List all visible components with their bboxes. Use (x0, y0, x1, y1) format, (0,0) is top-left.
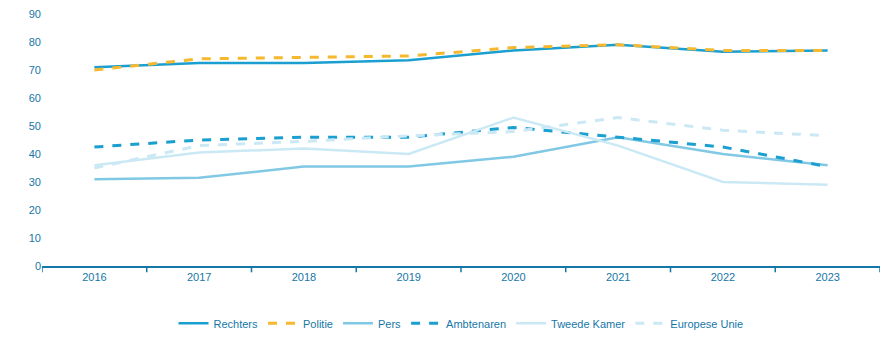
svg-text:Ambtenaren: Ambtenaren (446, 318, 506, 330)
svg-text:2022: 2022 (711, 271, 735, 283)
svg-text:90: 90 (29, 8, 41, 20)
svg-text:20: 20 (29, 204, 41, 216)
svg-text:2018: 2018 (292, 271, 316, 283)
svg-text:10: 10 (29, 232, 41, 244)
svg-text:Pers: Pers (378, 318, 401, 330)
svg-text:Rechters: Rechters (214, 318, 259, 330)
svg-text:2017: 2017 (187, 271, 211, 283)
svg-text:2019: 2019 (396, 271, 420, 283)
svg-text:2016: 2016 (82, 271, 106, 283)
svg-text:2021: 2021 (606, 271, 630, 283)
svg-text:2023: 2023 (815, 271, 839, 283)
svg-text:40: 40 (29, 148, 41, 160)
svg-text:2020: 2020 (501, 271, 525, 283)
svg-text:80: 80 (29, 36, 41, 48)
svg-text:60: 60 (29, 92, 41, 104)
svg-text:Tweede Kamer: Tweede Kamer (551, 318, 625, 330)
svg-text:30: 30 (29, 176, 41, 188)
svg-text:70: 70 (29, 64, 41, 76)
svg-text:50: 50 (29, 120, 41, 132)
svg-text:Europese Unie: Europese Unie (670, 318, 743, 330)
svg-text:Politie: Politie (303, 318, 333, 330)
svg-text:0: 0 (35, 260, 41, 272)
